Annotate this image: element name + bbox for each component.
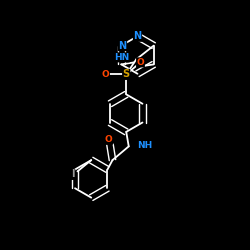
Text: N: N — [134, 31, 141, 41]
Text: O: O — [102, 70, 109, 79]
Text: O: O — [136, 58, 144, 67]
Text: S: S — [123, 70, 130, 80]
Text: O: O — [105, 135, 112, 144]
Text: N: N — [118, 40, 126, 50]
Text: NH: NH — [137, 141, 152, 150]
Text: I: I — [71, 170, 75, 179]
Text: HN: HN — [114, 53, 129, 62]
